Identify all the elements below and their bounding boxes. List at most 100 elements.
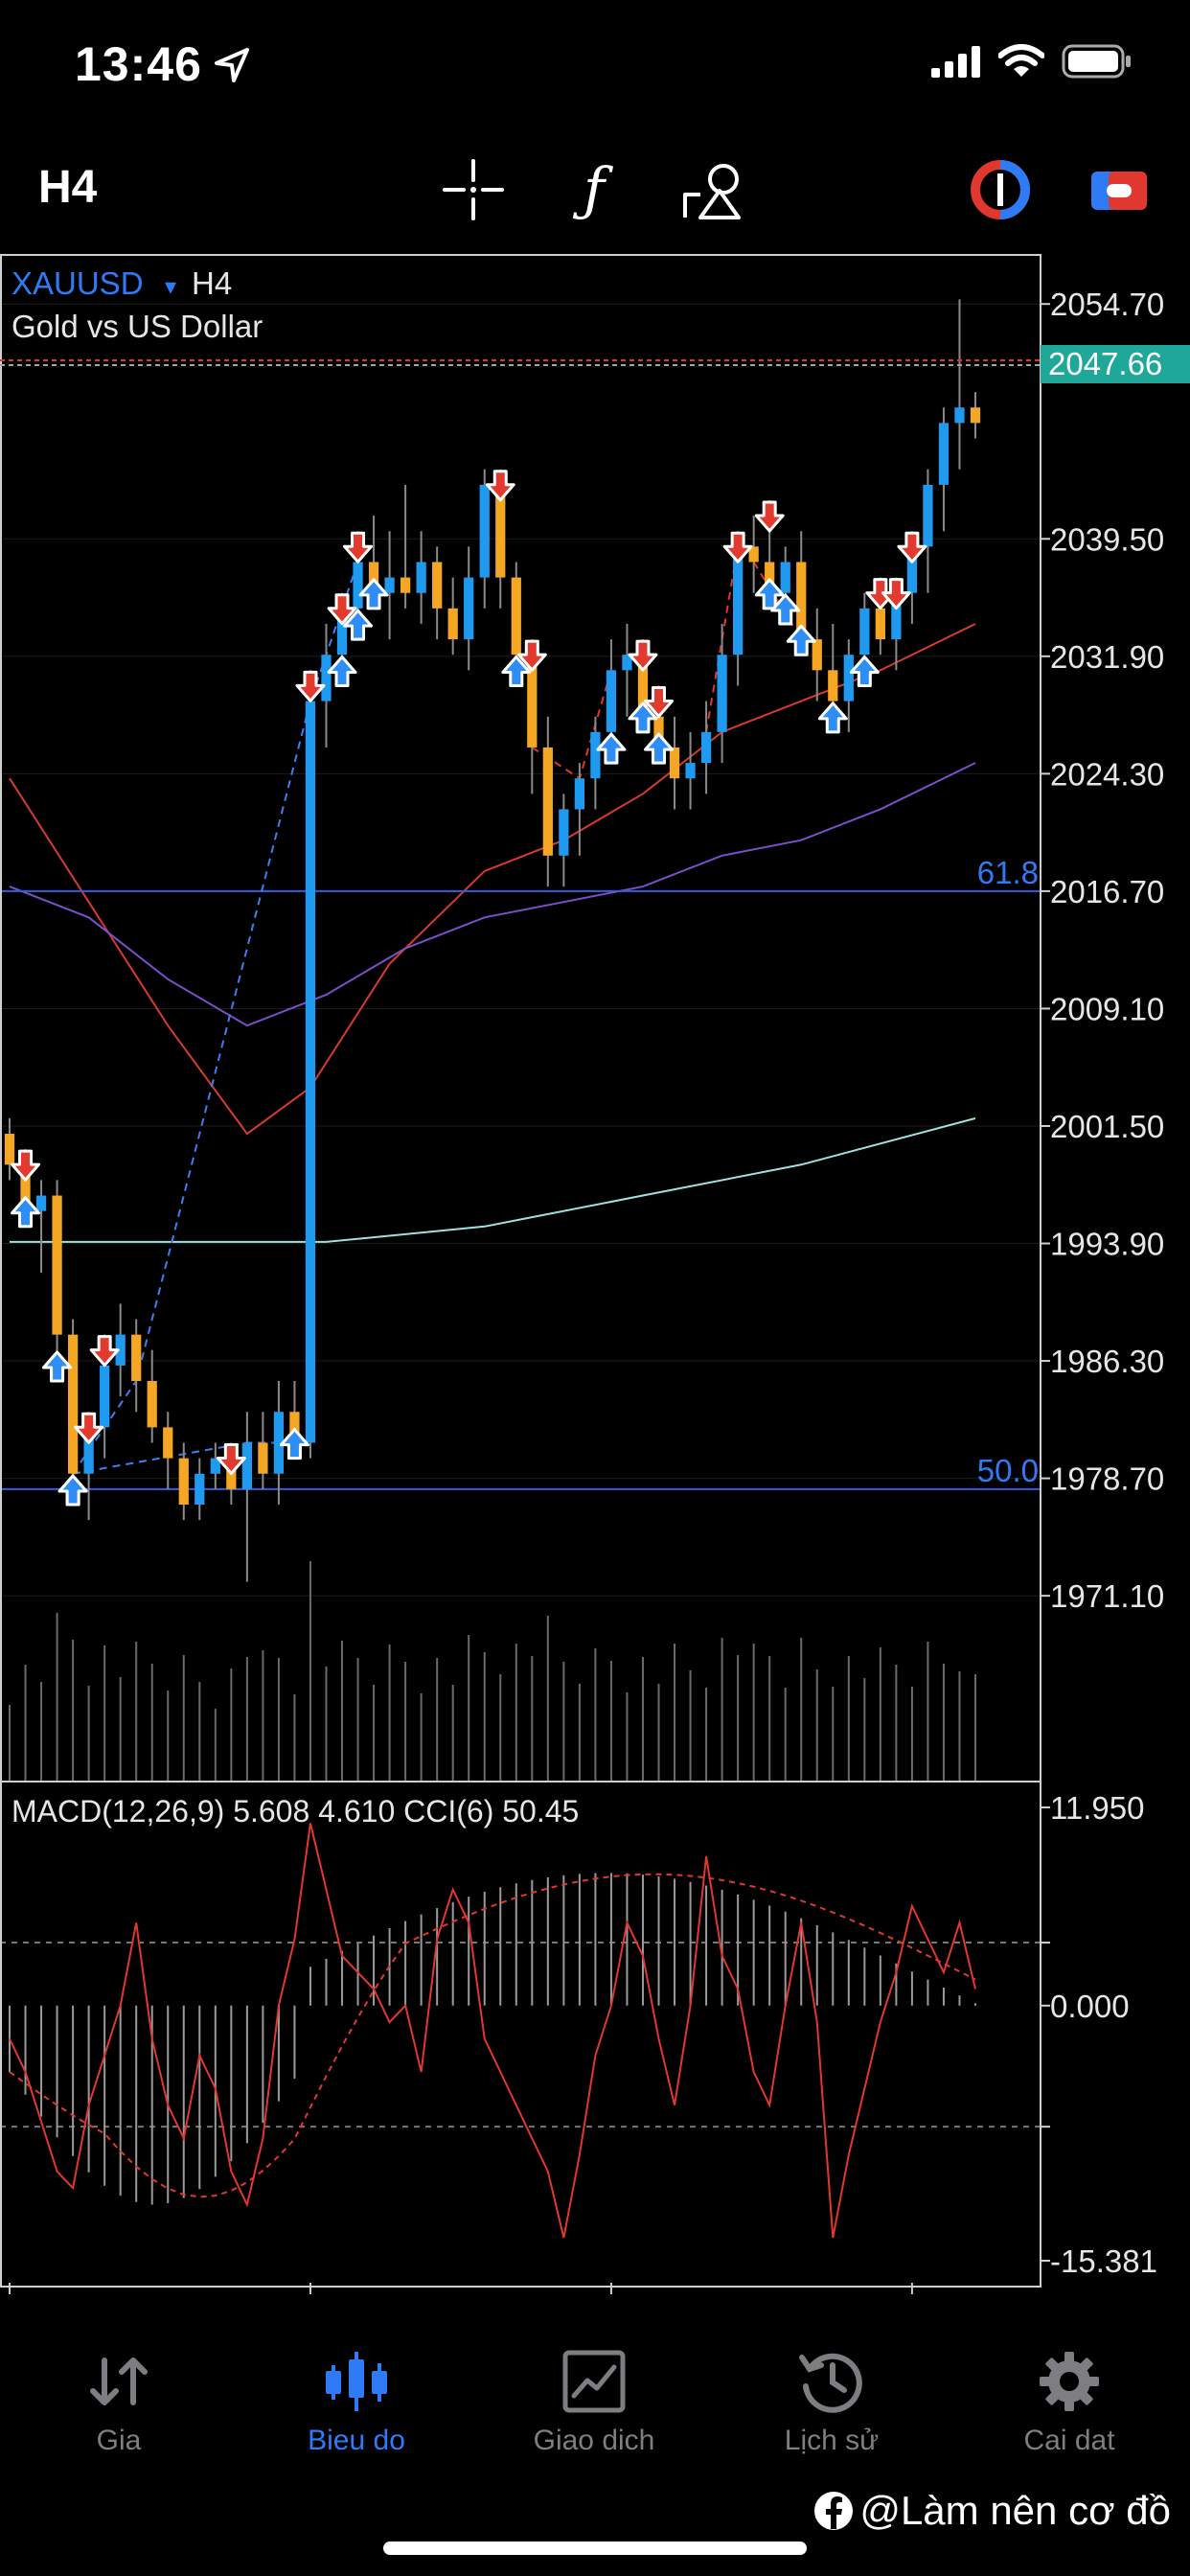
candle-body (4, 1134, 15, 1165)
price-axis-label: 2024.30 (1050, 756, 1164, 792)
candle-body (83, 1427, 94, 1474)
sell-arrow-icon (327, 593, 357, 626)
buy-arrow-icon (786, 624, 816, 656)
candle-body (479, 484, 490, 578)
home-indicator[interactable] (383, 2542, 807, 2555)
buy-arrow-icon (849, 655, 880, 687)
fibonacci-level-label: 61.8 (977, 855, 1039, 890)
candle-body (559, 809, 569, 856)
tab-chart[interactable]: Bieu do (251, 2338, 462, 2457)
sell-arrow-icon (881, 578, 911, 610)
crosshair-icon (443, 159, 504, 220)
sell-arrow-icon (343, 531, 374, 564)
candle-body (100, 1365, 110, 1428)
candle-body (384, 577, 395, 593)
moving-average-line (9, 762, 976, 1027)
buy-arrow-icon (358, 578, 389, 610)
candle-body (653, 716, 664, 748)
candle-body (115, 1334, 126, 1366)
sell-arrow-icon (628, 639, 658, 672)
sell-arrow-icon (485, 470, 515, 502)
watermark-text: @Làm nên cơ đồ (859, 2488, 1171, 2533)
chart-timeframe-label: H4 (192, 265, 232, 301)
fibonacci-level-label: 50.0 (977, 1453, 1039, 1488)
buy-arrow-icon (343, 609, 374, 641)
symbol-dropdown-icon[interactable]: ▾ (165, 273, 176, 300)
candle-body (210, 1458, 220, 1474)
candle-body (511, 577, 521, 656)
symbol-label[interactable]: XAUUSD (11, 265, 144, 301)
candle-body (447, 608, 458, 640)
moving-average-line (10, 1116, 976, 1243)
candle-body (685, 763, 696, 779)
candle-body (812, 639, 822, 671)
price-axis-label: 2039.50 (1050, 521, 1164, 557)
candle-body (828, 670, 838, 702)
tab-trade[interactable]: Giao dich (489, 2338, 699, 2457)
candle-body (464, 577, 474, 640)
candle-body (416, 562, 426, 593)
candle-body (669, 747, 680, 779)
candle-body (542, 747, 553, 856)
sell-arrow-icon (754, 500, 785, 533)
candle-body (258, 1442, 268, 1474)
sell-arrow-icon (74, 1412, 104, 1444)
switch-account-button[interactable] (1083, 153, 1156, 226)
chart-canvas[interactable]: 2047.66 2054.70 2039.50 2031.90 2024.30 2016… (0, 253, 1190, 2294)
buy-arrow-icon (57, 1474, 88, 1506)
battery-icon (1062, 44, 1131, 79)
candle-body (923, 484, 933, 547)
candle-body (35, 1195, 47, 1211)
macd-signal-line (9, 1873, 976, 2198)
arrows-icon (90, 2358, 148, 2405)
candle-body (353, 562, 363, 609)
tab-quotes[interactable]: Gia (13, 2338, 224, 2457)
buy-arrow-icon (628, 702, 658, 734)
indicator-axis-label: 0.000 (1050, 1989, 1130, 2024)
sell-arrow-icon (295, 670, 326, 702)
buy-arrow-icon (501, 655, 532, 687)
crosshair-button[interactable] (437, 153, 510, 226)
watermark: @Làm nên cơ đồ (813, 2488, 1171, 2534)
trade-toggle-icon (971, 160, 1030, 219)
buy-arrow-icon (42, 1350, 73, 1383)
tab-settings[interactable]: Cai dat (964, 2338, 1175, 2457)
price-axis-label: 2031.90 (1050, 639, 1164, 675)
time-axis-label: 13 Dec 16:00 (314, 2290, 502, 2294)
candle-body (970, 407, 981, 424)
price-axis-label: 1971.10 (1050, 1578, 1164, 1614)
tab-history[interactable]: Lịch sử (726, 2338, 937, 2457)
timeframe-button[interactable]: H4 (38, 162, 98, 213)
candle-body (400, 577, 411, 593)
candles-icon (326, 2352, 387, 2411)
candle-body (765, 562, 775, 593)
one-click-trading-button[interactable] (964, 153, 1037, 226)
price-axis-label: 1978.70 (1050, 1461, 1164, 1497)
candle-body (67, 1334, 79, 1474)
wifi-icon (998, 44, 1044, 77)
candle-body (321, 655, 332, 702)
sell-arrow-icon (89, 1335, 120, 1368)
price-chart[interactable]: 2047.66 2054.70 2039.50 2031.90 2024.30 2016… (0, 253, 1190, 2294)
chart-frame (0, 254, 1041, 2288)
candle-body (336, 608, 348, 656)
candle-body (273, 1412, 285, 1474)
objects-button[interactable] (676, 153, 749, 226)
cci-line (9, 1823, 976, 2239)
candle-body (163, 1427, 173, 1459)
time-axis-label: 11 Dec 00:00 (13, 2290, 199, 2294)
candle-body (147, 1381, 157, 1428)
tab-label: Gia (96, 2425, 142, 2456)
candle-body (574, 778, 585, 810)
buy-arrow-icon (11, 1196, 41, 1229)
price-axis-label: 1986.30 (1050, 1344, 1164, 1379)
price-axis-label: 1993.90 (1050, 1227, 1164, 1262)
candle-body (875, 608, 885, 640)
buy-arrow-icon (770, 593, 801, 626)
buy-arrow-icon (754, 578, 785, 610)
tab-label: Cai dat (1023, 2425, 1115, 2456)
sell-arrow-icon (216, 1443, 246, 1476)
indicators-button[interactable]: ƒ (558, 153, 630, 226)
buy-arrow-icon (596, 732, 627, 765)
cellular-signal-icon (931, 46, 980, 78)
